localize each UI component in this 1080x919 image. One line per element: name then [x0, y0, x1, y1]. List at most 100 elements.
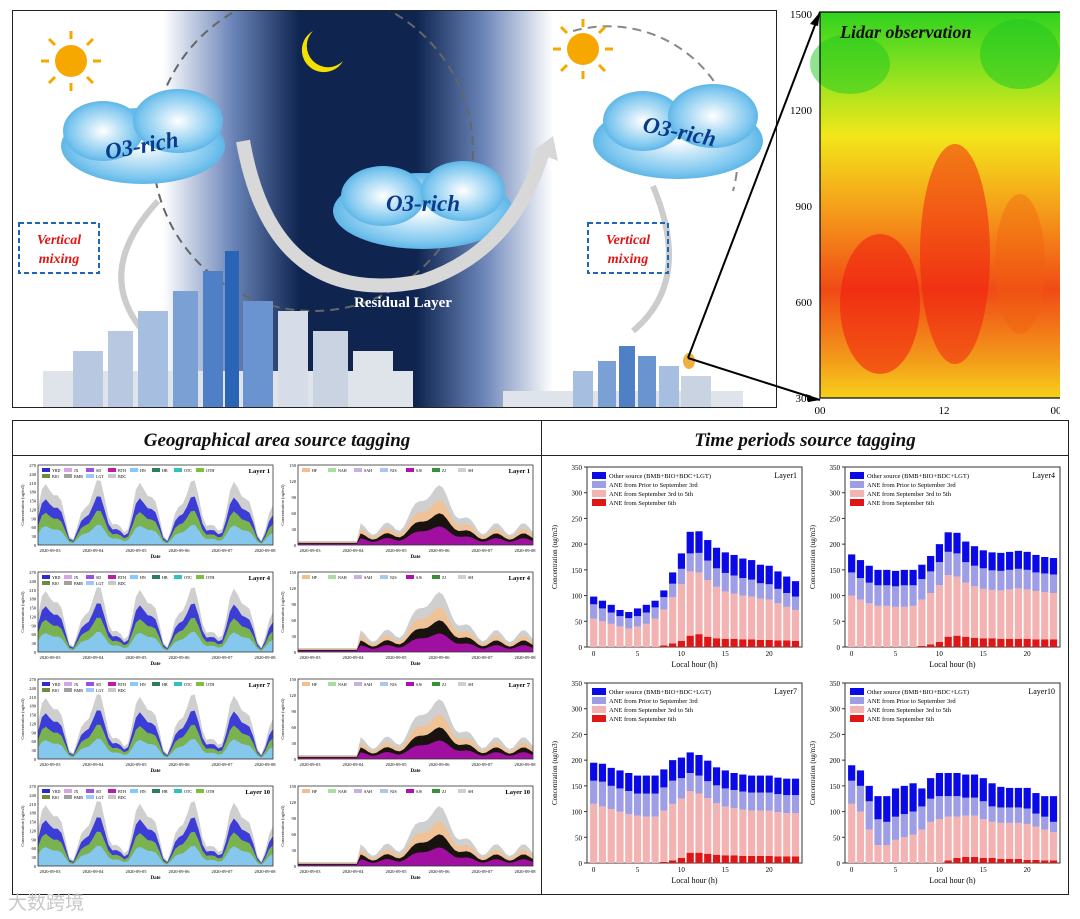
x-tick-label: 2020-09-08	[515, 762, 537, 767]
bar-segment	[739, 595, 747, 640]
legend-label: BMB	[74, 581, 83, 586]
y-tick-label: 0	[837, 644, 841, 652]
y-tick-label: 180	[29, 811, 37, 816]
y-tick-label: 100	[572, 809, 583, 817]
x-tick-label: 2020-09-05	[126, 762, 148, 767]
bar-segment	[712, 854, 721, 863]
x-tick-label: 2020-09-04	[83, 762, 105, 767]
x-tick-label: 2020-09-03	[300, 762, 322, 767]
legend-swatch	[850, 688, 864, 695]
bar-segment	[765, 775, 773, 793]
bar-segment	[962, 541, 970, 563]
residual-layer-label: Residual Layer	[354, 295, 452, 311]
legend-label: HF	[312, 468, 318, 473]
legend-label: HF	[312, 682, 318, 687]
bar-segment	[891, 839, 900, 863]
bar-segment	[988, 552, 996, 571]
area-chart: 270 240 210 180 150 120 90 60 30 0 Concentration (…	[20, 784, 276, 881]
bar-segment	[909, 569, 917, 586]
legend-swatch	[42, 795, 50, 799]
bar-segment	[704, 540, 712, 561]
bar-segment	[1014, 588, 1023, 639]
transport-arrow	[236, 139, 550, 293]
bar-segment	[616, 626, 624, 647]
legend-swatch	[328, 789, 336, 793]
chart-title: Layer 7	[249, 682, 271, 689]
bar-segment	[988, 821, 996, 858]
bar-segment	[909, 811, 917, 835]
bar-segment	[774, 856, 782, 863]
legend-swatch	[64, 795, 72, 799]
cloud-icon	[333, 161, 513, 249]
bar-segment	[970, 546, 979, 566]
plot-frame	[37, 678, 274, 760]
bar-segment	[783, 778, 791, 796]
y-tick-label: 90	[32, 516, 37, 521]
bar-segment	[909, 834, 917, 863]
bar-segment	[927, 821, 935, 863]
y-tick-label: 0	[34, 650, 37, 655]
bar-segment	[765, 855, 773, 863]
bar-segment	[748, 596, 756, 640]
legend-label: SJS	[416, 468, 422, 473]
bar-segment	[730, 575, 738, 594]
bar-segment	[633, 793, 642, 816]
y-tick-label: 120	[289, 586, 297, 591]
x-tick-label: 2020-09-05	[126, 655, 148, 660]
bar-segment	[695, 775, 703, 794]
x-tick-label: 2020-09-08	[255, 655, 277, 660]
bar-segment	[642, 775, 650, 794]
legend-swatch	[380, 789, 388, 793]
bar-segment	[970, 797, 979, 816]
legend-swatch	[86, 789, 94, 793]
legend-label: OTH	[206, 468, 214, 473]
bar-segment	[791, 581, 800, 597]
y-tick-label: 30	[292, 848, 297, 853]
bar-segment	[739, 855, 747, 863]
y-tick-label: 30	[32, 855, 37, 860]
bar-segment	[712, 803, 721, 855]
bar-segment	[953, 553, 961, 577]
bar-segment	[739, 791, 747, 810]
legend-swatch	[328, 575, 336, 579]
area-chart: 150 120 90 60 30 0 Concentration (ug/m3) 2020-0…	[280, 784, 536, 881]
bar-segment	[686, 852, 694, 863]
legend-swatch	[354, 682, 362, 686]
bar-segment	[848, 780, 856, 804]
y-tick-label: 210	[29, 695, 37, 700]
bar-segment	[625, 618, 633, 629]
bar-segment	[1023, 859, 1031, 863]
bar-segment	[686, 531, 694, 554]
legend-swatch	[108, 575, 116, 579]
bar-segment	[616, 770, 624, 789]
legend-label: NJS	[390, 575, 397, 580]
bar-segment	[712, 638, 721, 647]
legend-swatch	[592, 688, 606, 695]
bar-segment	[739, 639, 747, 647]
legend-swatch	[42, 575, 50, 579]
bar-segment	[1041, 639, 1049, 647]
y-tick-label: 250	[830, 515, 841, 523]
bar-segment	[748, 560, 756, 580]
bar-segment	[783, 795, 791, 814]
bar-segment	[791, 856, 800, 863]
legend-swatch	[86, 575, 94, 579]
x-tick-label: 15	[980, 866, 988, 874]
y-tick-label: 300	[830, 706, 841, 714]
bar-segment	[695, 572, 703, 635]
y-tick-label: 120	[29, 828, 37, 833]
bar-segment	[598, 600, 607, 609]
legend-swatch	[354, 789, 362, 793]
bar-segment	[783, 606, 791, 641]
legend-swatch	[592, 481, 606, 488]
legend-label: JX	[74, 468, 79, 473]
bar-segment	[712, 547, 721, 569]
legend-swatch	[42, 682, 50, 686]
x-tick-label: 20	[1024, 866, 1031, 874]
bar-segment	[625, 791, 633, 815]
bar-segment	[748, 639, 756, 647]
chart-title: Layer4	[1032, 471, 1055, 480]
bar-segment	[660, 769, 668, 788]
bar-segment	[607, 612, 615, 624]
